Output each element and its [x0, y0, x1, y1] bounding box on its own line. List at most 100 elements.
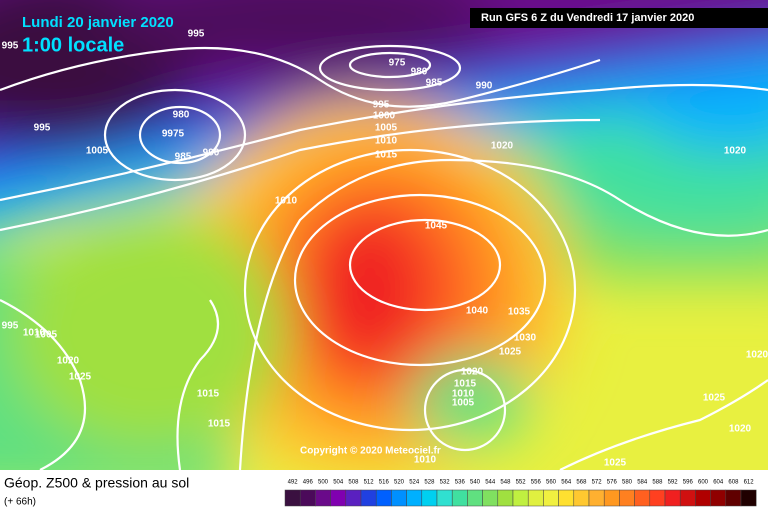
- scale-label: 576: [607, 480, 618, 486]
- scale-label: 504: [333, 480, 344, 486]
- isobar-label: 1005: [375, 123, 398, 134]
- scale-swatch: [634, 489, 651, 507]
- isobar-label: 1020: [746, 350, 768, 361]
- scale-label: 544: [485, 480, 496, 486]
- scale-swatch: [315, 489, 331, 507]
- copyright: Copyright © 2020 Meteociel.fr: [300, 446, 441, 457]
- isobar-label: 985: [426, 78, 443, 89]
- scale-label: 532: [440, 480, 451, 486]
- isobar-label: 990: [203, 148, 220, 159]
- scale-swatch: [482, 489, 499, 507]
- scale-label: 492: [288, 480, 299, 486]
- scale-label: 604: [713, 480, 724, 486]
- scale-label: 548: [500, 480, 511, 486]
- scale-swatch: [406, 489, 423, 507]
- isobar-label: 1010: [23, 328, 46, 339]
- scale-label: 572: [592, 480, 603, 486]
- isobar-label: 1010: [452, 389, 475, 400]
- scale-label: 528: [424, 480, 435, 486]
- scale-label: 612: [744, 480, 755, 486]
- scale-swatch: [740, 489, 757, 507]
- scale-swatch: [710, 489, 727, 507]
- isobar-label: 1025: [69, 372, 92, 383]
- isobar-label: 1010: [414, 455, 437, 466]
- isobar-label: 1020: [57, 356, 80, 367]
- isobar-label: 990: [476, 81, 493, 92]
- scale-swatch: [558, 489, 575, 507]
- isobar-label: 1025: [499, 347, 522, 358]
- isobar-label: 1035: [508, 307, 531, 318]
- isobar-label: 995: [34, 123, 51, 134]
- lead-time: (+ 66h): [4, 497, 36, 508]
- isobar-label: 995: [2, 41, 19, 52]
- scale-swatch: [421, 489, 438, 507]
- isobar-label: 1020: [461, 367, 484, 378]
- isobar-label: 975: [389, 58, 406, 69]
- scale-swatch: [543, 489, 559, 507]
- scale-label: 592: [668, 480, 679, 486]
- scale-swatch: [725, 489, 742, 507]
- color-scale: 492 496 500 504 508 512 516 520 524 528 532 536 540 5…: [284, 480, 757, 507]
- scale-label: 520: [394, 480, 405, 486]
- scale-swatch: [497, 489, 514, 507]
- isobar-label: 1015: [454, 379, 477, 390]
- scale-swatch: [573, 489, 590, 507]
- scale-swatch: [436, 489, 453, 507]
- isobar-label: 1015: [375, 150, 398, 161]
- map-field: [0, 0, 768, 470]
- scale-swatch: [588, 489, 605, 507]
- scale-swatch: [391, 489, 407, 507]
- scale-label: 584: [637, 480, 648, 486]
- isobar-label: 1010: [375, 136, 398, 147]
- scale-swatch: [603, 489, 620, 507]
- scale-label: 556: [531, 480, 542, 486]
- isobar-label: 1020: [724, 146, 747, 157]
- scale-swatch: [345, 489, 362, 507]
- isobar-label: 1005: [452, 398, 475, 409]
- isobar-label: 1005: [35, 330, 58, 341]
- scale-swatch: [360, 489, 377, 507]
- isobar-label: 1005: [86, 146, 109, 157]
- scale-swatch: [527, 489, 544, 507]
- isobar-label: 1000: [373, 111, 396, 122]
- scale-swatch: [451, 489, 468, 507]
- isobar-label: 1015: [208, 419, 231, 430]
- scale-label: 512: [364, 480, 375, 486]
- run-info: Run GFS 6 Z du Vendredi 17 janvier 2020: [481, 12, 694, 24]
- isobar-label: 980: [411, 67, 428, 78]
- isobar-label: 995: [373, 100, 390, 111]
- isobar-label: 995: [2, 321, 19, 332]
- scale-swatch: [664, 489, 681, 507]
- scale-swatch: [284, 489, 301, 507]
- scale-label: 516: [379, 480, 390, 486]
- scale-label: 500: [318, 480, 329, 486]
- scale-swatch: [375, 489, 392, 507]
- isobar-label: 1025: [604, 458, 627, 469]
- scale-swatch: [695, 489, 711, 507]
- scale-swatch: [619, 489, 635, 507]
- isobar-label: 1015: [197, 389, 220, 400]
- scale-swatch: [679, 489, 696, 507]
- isobar-label: 995: [188, 29, 205, 40]
- scale-label: 552: [516, 480, 527, 486]
- isobar-label: 9975: [162, 129, 185, 140]
- isobar-label: 1025: [703, 393, 726, 404]
- scale-label: 588: [652, 480, 663, 486]
- scale-label: 568: [576, 480, 587, 486]
- isobar-label: 1010: [275, 196, 298, 207]
- isobar-lines: [0, 44, 768, 470]
- isobar-label: 1030: [514, 333, 537, 344]
- scale-label: 540: [470, 480, 481, 486]
- scale-label: 596: [683, 480, 694, 486]
- scale-label: 524: [409, 480, 420, 486]
- isobar-label: 985: [175, 152, 192, 163]
- forecast-time: 1:00 locale: [22, 34, 124, 56]
- scale-swatch: [512, 489, 529, 507]
- isobar-label: 1020: [491, 141, 514, 152]
- legend-title: Géop. Z500 & pression au sol: [4, 475, 189, 491]
- scale-label: 560: [546, 480, 557, 486]
- isobar-label: 980: [173, 110, 190, 121]
- scale-label: 564: [561, 480, 572, 486]
- isobar-label: 1040: [466, 306, 489, 317]
